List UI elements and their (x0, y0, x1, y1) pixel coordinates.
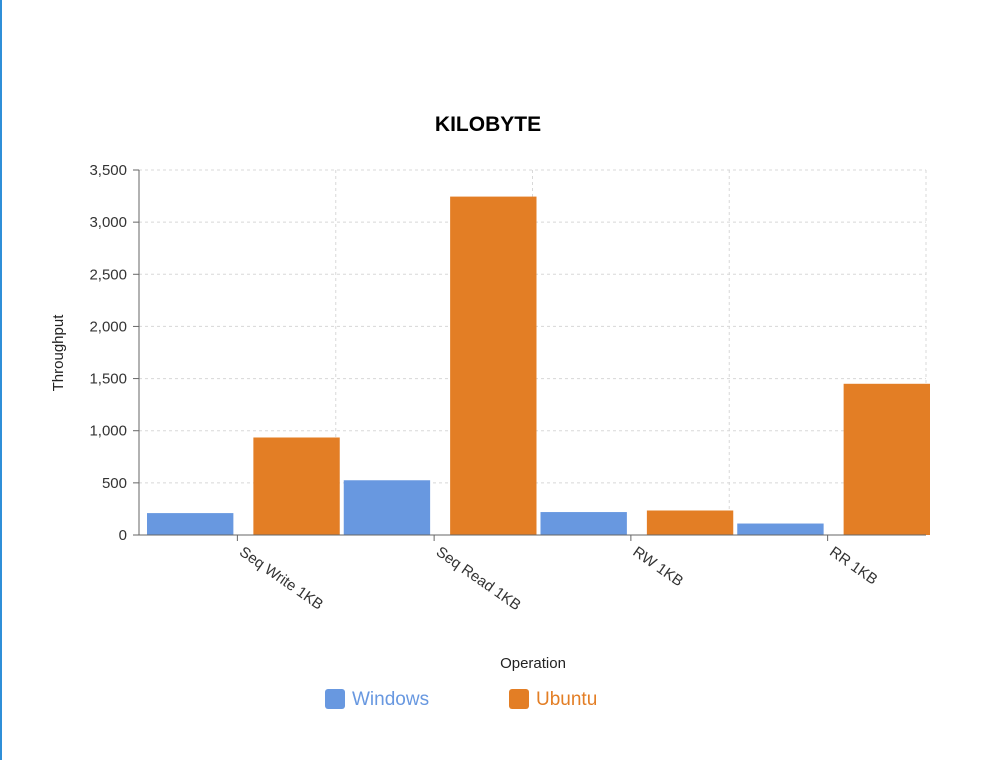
y-tick-label: 2,500 (89, 266, 127, 283)
legend-label-windows[interactable]: Windows (352, 689, 429, 710)
bar-ubuntu-0[interactable] (253, 437, 340, 535)
y-tick-label: 500 (102, 475, 127, 492)
legend-swatch-ubuntu[interactable] (509, 689, 529, 709)
y-tick-label: 3,500 (89, 162, 127, 179)
x-tick-label: Seq Read 1KB (433, 543, 524, 614)
y-tick-label: 1,500 (89, 371, 127, 388)
bar-windows-0[interactable] (147, 513, 234, 535)
y-tick-label: 2,000 (89, 318, 127, 335)
y-axis-label: Throughput (50, 314, 67, 392)
x-axis-label: Operation (500, 655, 566, 672)
y-tick-label: 0 (119, 527, 127, 544)
legend-label-ubuntu[interactable]: Ubuntu (536, 689, 597, 710)
y-tick-label: 1,000 (89, 423, 127, 440)
x-tick-label: Seq Write 1KB (236, 543, 326, 613)
bars-layer (147, 196, 930, 536)
x-tick-label: RR 1KB (826, 543, 880, 588)
bar-windows-3[interactable] (737, 523, 824, 535)
bar-ubuntu-2[interactable] (646, 510, 734, 535)
x-tick-label: RW 1KB (630, 543, 687, 590)
legend: Windows Ubuntu (325, 689, 597, 710)
bar-ubuntu-3[interactable] (843, 383, 930, 535)
chart-title: KILOBYTE (435, 113, 541, 136)
y-tick-label: 3,000 (89, 214, 127, 231)
bar-windows-1[interactable] (343, 480, 431, 535)
bar-ubuntu-1[interactable] (450, 196, 537, 536)
bar-windows-2[interactable] (540, 512, 627, 535)
legend-swatch-windows[interactable] (325, 689, 345, 709)
